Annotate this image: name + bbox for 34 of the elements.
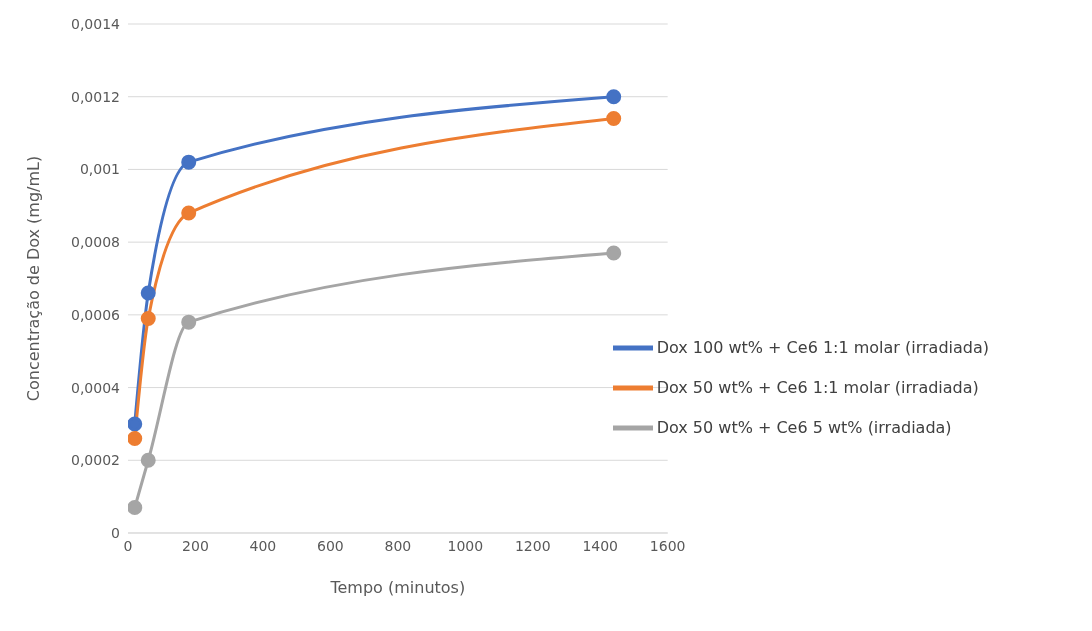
point: [606, 89, 622, 105]
x-tick-label: 800: [384, 537, 412, 554]
point: [140, 452, 156, 468]
point: [140, 310, 156, 326]
x-tick-label: 0: [123, 537, 133, 554]
point: [140, 285, 156, 301]
y-tick-label: 0,0002: [71, 452, 120, 469]
point: [606, 111, 622, 127]
legend-label: Dox 50 wt% + Ce6 5 wt% (irradiada): [656, 417, 952, 437]
point: [128, 430, 143, 446]
y-tick-label: 0: [111, 524, 120, 541]
y-tick-label: 0,0008: [71, 234, 120, 251]
x-tick-label: 200: [182, 537, 209, 554]
point: [181, 205, 197, 221]
x-tick-label: 400: [249, 537, 277, 554]
legend-label: Dox 100 wt% + Ce6 1:1 molar (irradiada): [656, 337, 989, 357]
x-tick-label: 1400: [582, 537, 619, 554]
y-tick-label: 0,0014: [71, 15, 121, 32]
x-tick-label: 1200: [514, 537, 551, 554]
y-tick-label: 0,0012: [71, 88, 120, 105]
x-axis-title: Tempo (minutos): [329, 578, 466, 597]
point: [181, 154, 197, 170]
point: [606, 245, 622, 261]
y-tick-label: 0,0004: [71, 379, 121, 396]
point: [181, 314, 197, 330]
point: [128, 416, 143, 432]
y-tick-label: 0,001: [79, 161, 120, 178]
x-tick-label: 600: [317, 537, 344, 554]
x-tick-label: 1000: [447, 537, 484, 554]
x-tick-label: 1600: [649, 537, 686, 554]
legend-label: Dox 50 wt% + Ce6 1:1 molar (irradiada): [656, 377, 979, 397]
y-axis-title: Concentração de Dox (mg/mL): [23, 155, 43, 402]
y-tick-label: 0,0006: [71, 306, 121, 323]
point: [128, 500, 143, 516]
